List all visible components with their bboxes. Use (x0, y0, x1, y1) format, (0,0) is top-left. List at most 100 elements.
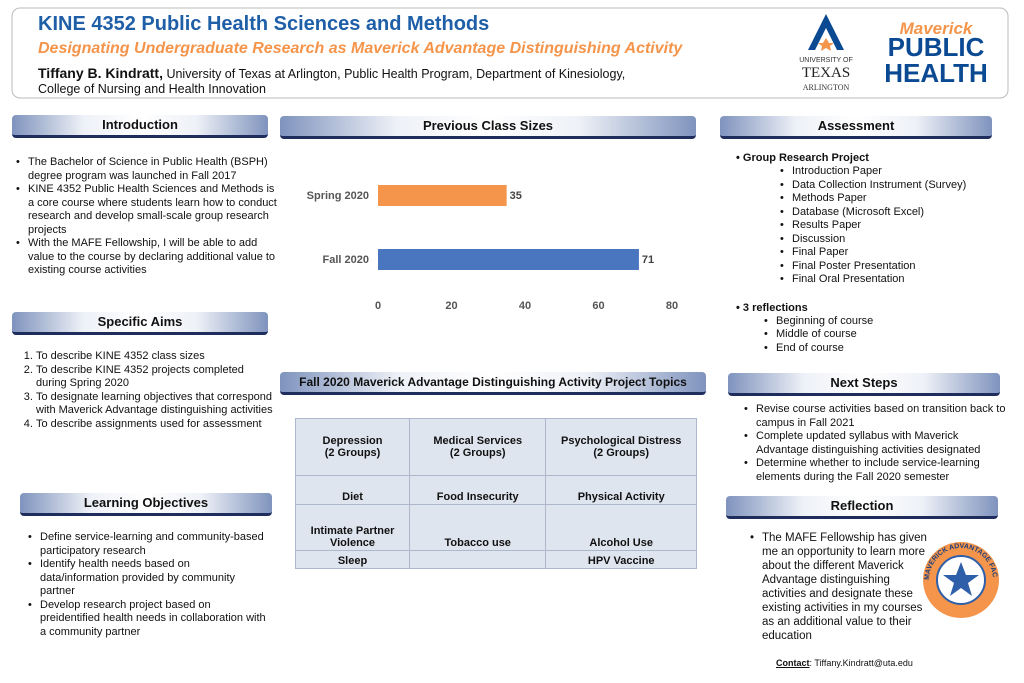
list-item: With the MAFE Fellowship, I will be able… (16, 237, 280, 278)
table-cell: Physical Activity (545, 475, 697, 505)
list-item: Complete updated syllabus with Maverick … (744, 430, 1006, 457)
cell-line: Alcohol Use (589, 537, 653, 549)
table-cell: HPV Vaccine (545, 550, 697, 569)
category-label: Spring 2020 (307, 190, 369, 202)
list-item: Final Oral Presentation (780, 273, 996, 287)
list-item: Discussion (780, 233, 996, 247)
x-tick-label: 20 (445, 300, 457, 312)
intro-list: The Bachelor of Science in Public Health… (14, 156, 280, 278)
objectives-list: Define service-learning and community-ba… (26, 531, 270, 639)
list-item: Determine whether to include service-lea… (744, 457, 1006, 484)
list-item: Database (Microsoft Excel) (780, 206, 996, 220)
mph-text: HEALTH (884, 58, 988, 88)
uta-a-logo (808, 14, 844, 50)
table-cell: Intimate Partner Violence (294, 504, 411, 551)
cell-line: (2 Groups) (593, 447, 650, 459)
section-heading: Reflection (726, 496, 998, 519)
next-steps-list: Revise course activities based on transi… (742, 403, 1006, 484)
table-row: Sleep HPV Vaccine (294, 550, 697, 569)
cell-line: (2 Groups) (324, 447, 381, 459)
section-heading: Next Steps (728, 373, 1000, 396)
uta-text: UNIVERSITY OF (799, 57, 853, 64)
cell-line: Food Insecurity (436, 491, 519, 503)
uta-star (818, 38, 834, 51)
mph-text: Maverick (900, 19, 974, 38)
list-item: Methods Paper (780, 192, 996, 206)
x-tick-label: 40 (519, 300, 531, 312)
list-item: Beginning of course (764, 315, 996, 329)
list-item: To describe KINE 4352 projects completed… (36, 364, 276, 391)
list-item: Results Paper (780, 219, 996, 233)
group-label-text: Group Research Project (742, 152, 869, 164)
badge-star (943, 562, 979, 596)
list-item: The Bachelor of Science in Public Health… (16, 156, 280, 183)
bullet: • (736, 152, 743, 164)
table-row: Depression (2 Groups) Medical Services (2 G… (294, 418, 697, 476)
value-label: 71 (642, 254, 654, 266)
contact-label: Contact (776, 658, 810, 668)
x-tick-label: 0 (375, 300, 381, 312)
cell-line: Tobacco use (444, 537, 511, 549)
cell-line: Psychological Distress (560, 435, 682, 447)
group-label: • Group Research Project (736, 151, 996, 165)
list-item: KINE 4352 Public Health Sciences and Met… (16, 183, 280, 237)
mph-text: PUBLIC (888, 32, 985, 62)
table-cell: Psychological Distress (2 Groups) (545, 418, 697, 476)
header-box (11, 7, 1009, 99)
list-item: To designate learning objectives that co… (36, 391, 276, 418)
table-cell: Food Insecurity (409, 475, 547, 505)
title: KINE 4352 Public Health Sciences and Met… (38, 13, 490, 35)
list-item: To describe KINE 4352 class sizes (36, 350, 276, 364)
bar (378, 249, 639, 270)
list-item: Data Collection Instrument (Survey) (780, 179, 996, 193)
section-heading: Fall 2020 Maverick Advantage Distinguish… (280, 372, 706, 395)
table-row: Intimate Partner Violence Tobacco use Alcoh… (294, 504, 697, 551)
list-item: Define service-learning and community-ba… (28, 531, 270, 558)
cell-line: Intimate Partner (310, 525, 395, 537)
contact: Contact: Tiffany.Kindratt@uta.edu (776, 658, 913, 668)
author: Tiffany B. Kindratt, (38, 65, 163, 81)
cell-line: (2 Groups) (449, 447, 506, 459)
category-label: Fall 2020 (323, 254, 369, 266)
cell-line: Diet (342, 491, 363, 503)
list-item: Identify health needs based on data/info… (28, 558, 270, 599)
list-item: Introduction Paper (780, 165, 996, 179)
value-label: 35 (510, 190, 522, 202)
cell-line: Violence (329, 537, 376, 549)
x-tick-label: 60 (592, 300, 604, 312)
reflection-list: The MAFE Fellowship has given me an oppo… (748, 531, 934, 643)
section-heading: Specific Aims (12, 312, 268, 335)
bar (378, 185, 507, 206)
group-label: • 3 reflections (736, 301, 996, 315)
cell-line: HPV Vaccine (587, 555, 655, 567)
list-item: End of course (764, 342, 996, 356)
section-heading: Previous Class Sizes (280, 116, 696, 139)
x-tick-label: 80 (666, 300, 678, 312)
uta-text: ARLINGTON (803, 83, 850, 92)
bullet: • (736, 301, 743, 314)
sub-list: Introduction PaperData Collection Instru… (778, 165, 996, 287)
table-cell: Diet (294, 475, 411, 505)
assessment-list: • Group Research ProjectIntroduction Pap… (736, 151, 996, 355)
list-item: Final Poster Presentation (780, 260, 996, 274)
section-heading: Assessment (720, 116, 992, 139)
list-item: Final Paper (780, 246, 996, 260)
list-item: Middle of course (764, 328, 996, 342)
table-row: Diet Food Insecurity Physical Activity (294, 475, 697, 505)
cell-line: Sleep (337, 555, 368, 567)
aims-list: To describe KINE 4352 class sizesTo desc… (18, 350, 276, 431)
cell-line: Physical Activity (577, 491, 665, 503)
list-item: To describe assignments used for assessm… (36, 418, 276, 432)
table-cell (409, 550, 547, 569)
table-cell: Alcohol Use (545, 504, 697, 551)
uta-text: TEXAS (802, 65, 850, 81)
list-item: Develop research project based on preide… (28, 599, 270, 640)
subtitle: Designating Undergraduate Research as Ma… (38, 40, 683, 57)
group-label-text: 3 reflections (742, 301, 808, 314)
table-cell: Depression (2 Groups) (294, 418, 411, 476)
table-cell: Medical Services (2 Groups) (409, 418, 547, 476)
affiliation: College of Nursing and Health Innovation (38, 82, 266, 96)
contact-text: : Tiffany.Kindratt@uta.edu (809, 658, 913, 668)
topics-table: Depression (2 Groups) Medical Services (2 G… (294, 418, 697, 569)
